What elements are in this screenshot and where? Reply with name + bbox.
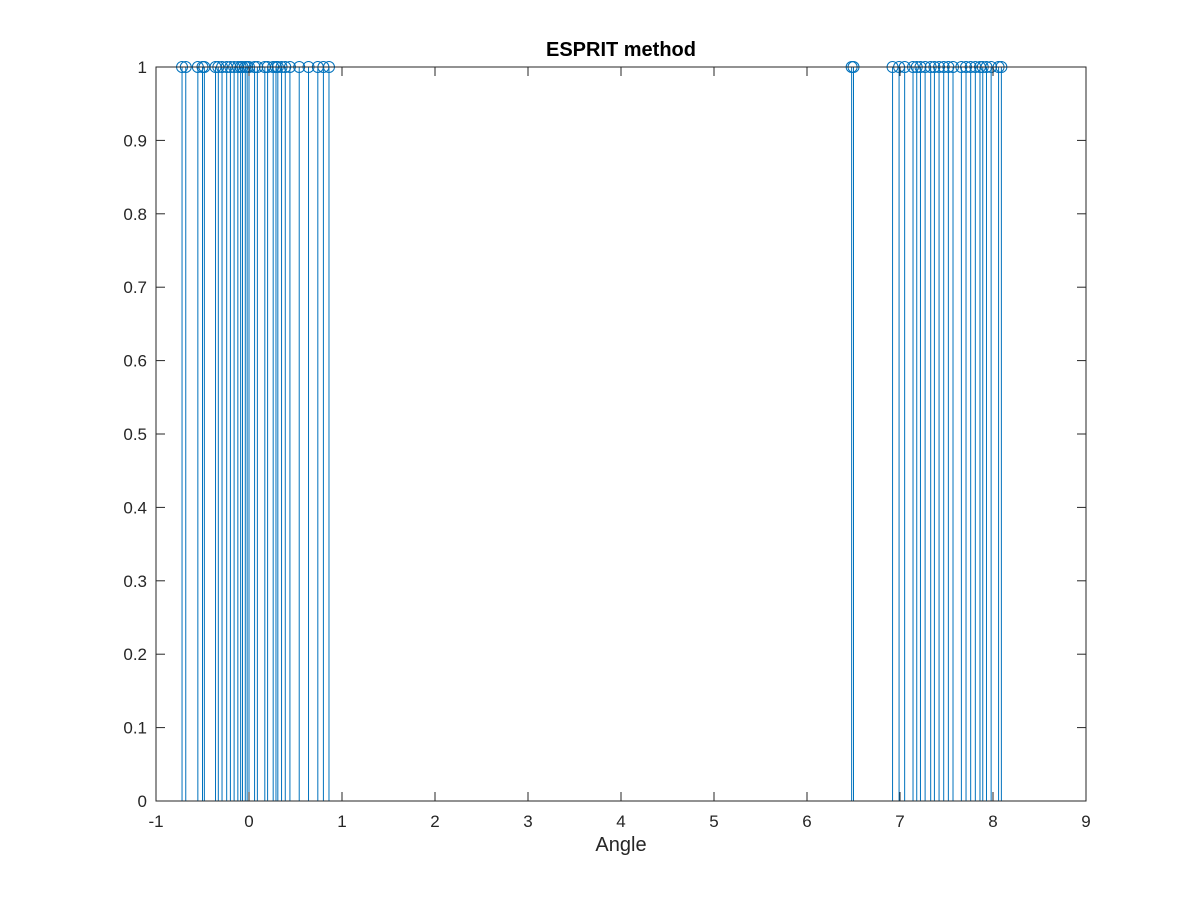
x-tick-label: 7 [895,812,904,831]
plot-area [156,67,1086,801]
stems-group [181,67,1002,801]
x-tick-label: 9 [1081,812,1090,831]
x-tick-label: 6 [802,812,811,831]
y-tick-label: 0.7 [123,278,147,297]
x-axis-label: Angle [595,834,646,856]
y-tick-label: 0.1 [123,719,147,738]
x-tick-label: 3 [523,812,532,831]
x-tick-label: 4 [616,812,625,831]
y-tick-label: 0.2 [123,645,147,664]
y-tick-label: 0.4 [123,498,147,517]
y-tick-label: 0.3 [123,572,147,591]
y-axis-ticks: 0 0.1 0.2 0.3 0.4 0.5 0.6 0.7 0.8 0.9 1 [123,58,1086,811]
x-tick-label: 2 [430,812,439,831]
x-tick-label: 1 [337,812,346,831]
y-tick-label: 0.5 [123,425,147,444]
y-tick-label: 0.9 [123,131,147,150]
x-axis-ticks: -1 0 1 2 3 4 5 6 7 8 9 [148,67,1091,831]
y-tick-label: 0.8 [123,205,147,224]
x-tick-label: -1 [148,812,163,831]
y-tick-label: 1 [138,58,147,77]
x-tick-label: 5 [709,812,718,831]
y-tick-label: 0.6 [123,352,147,371]
x-tick-label: 0 [244,812,253,831]
x-tick-label: 8 [988,812,997,831]
chart-title: ESPRIT method [546,39,696,61]
y-tick-label: 0 [138,792,147,811]
